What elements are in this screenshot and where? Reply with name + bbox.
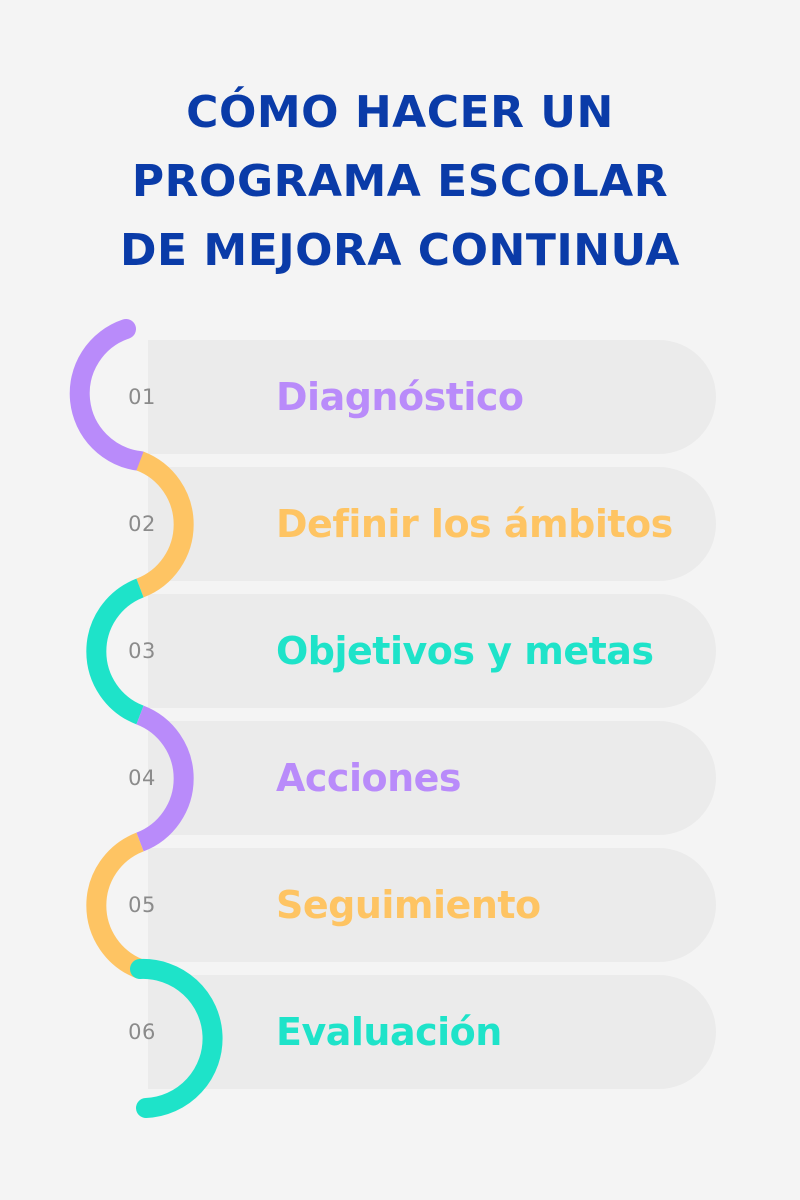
step-number-1: 01	[128, 385, 156, 409]
step-number-2: 02	[128, 512, 156, 536]
page-title: CÓMO HACER UN PROGRAMA ESCOLAR DE MEJORA…	[0, 78, 800, 285]
step-card-4: Acciones	[148, 721, 716, 835]
step-arc-6	[130, 958, 223, 1118]
step-label-6: Evaluación	[276, 1010, 502, 1054]
step-number-5: 05	[128, 893, 156, 917]
step-arc-1	[69, 319, 150, 471]
step-number-6: 06	[128, 1020, 156, 1044]
step-label-3: Objetivos y metas	[276, 629, 654, 673]
title-line-1: CÓMO HACER UN	[186, 87, 614, 138]
step-card-1: Diagnóstico	[148, 340, 716, 454]
step-number-4: 04	[128, 766, 156, 790]
step-label-4: Acciones	[276, 756, 462, 800]
step-label-5: Seguimiento	[276, 883, 541, 927]
step-number-3: 03	[128, 639, 156, 663]
title-line-3: DE MEJORA CONTINUA	[120, 225, 680, 276]
step-arc-5	[86, 832, 144, 979]
step-card-6: Evaluación	[148, 975, 716, 1089]
step-card-2: Definir los ámbitos	[148, 467, 716, 581]
step-card-3: Objetivos y metas	[148, 594, 716, 708]
step-label-1: Diagnóstico	[276, 375, 524, 419]
step-arc-4	[136, 705, 194, 852]
step-label-2: Definir los ámbitos	[276, 502, 673, 546]
step-arc-3	[86, 578, 144, 725]
title-line-2: PROGRAMA ESCOLAR	[131, 156, 669, 207]
step-arc-2	[136, 451, 194, 598]
step-card-5: Seguimiento	[148, 848, 716, 962]
